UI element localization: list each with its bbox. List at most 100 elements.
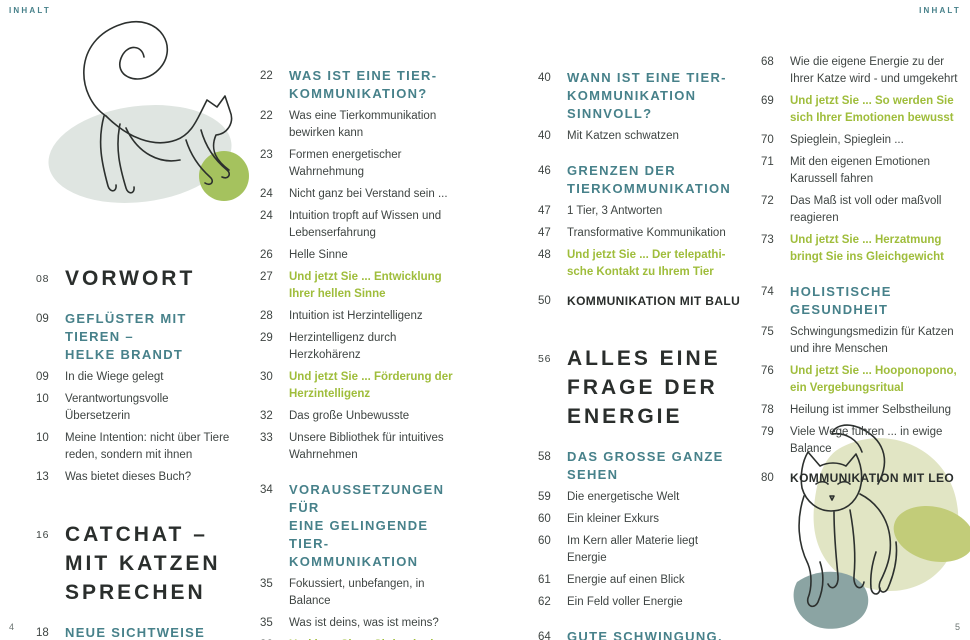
entry-title: Energie auf einen Blick <box>567 574 685 586</box>
entry-page-number: 33 <box>260 432 273 444</box>
entry-page-number: 16 <box>36 529 50 541</box>
entry-page-number: 23 <box>260 149 273 161</box>
entry-title: Und jetzt Sie ... Förderung der Herzinte… <box>289 371 453 400</box>
toc-entry: 22 Was eine Tierkommunikation bewirken ka… <box>260 108 470 142</box>
entry-page-number: 80 <box>761 472 774 484</box>
toc-entry: 61 Energie auf einen Blick <box>538 572 750 589</box>
entry-title: Nicht ganz bei Verstand sein ... <box>289 188 448 200</box>
entry-title: GUTE SCHWINGUNG, SCHLECHTE SCHWINGUNG <box>567 629 723 640</box>
entry-page-number: 78 <box>761 404 774 416</box>
toc-entry: 40 Mit Katzen schwatzen <box>538 128 750 145</box>
entry-title: CATCHAT – MIT KATZEN SPRECHEN <box>65 523 221 604</box>
toc-entry: 79 Viele Wege führen ... in ewige Balance <box>761 424 967 458</box>
toc-entry: 76 Und jetzt Sie ... Hooponopono, ein Ver… <box>761 363 967 397</box>
entry-page-number: 09 <box>36 371 49 383</box>
toc-entry: 59 Die energetische Welt <box>538 489 750 506</box>
toc-entry: 56 ALLES EINE FRAGE DER ENERGIE <box>538 344 750 431</box>
entry-page-number: 62 <box>538 596 551 608</box>
toc-entry: 47 1 Tier, 3 Antworten <box>538 203 750 220</box>
toc-entry: 32 Das große Unbewusste <box>260 408 470 425</box>
toc-entry: 64 GUTE SCHWINGUNG, SCHLECHTE SCHWINGUNG <box>538 628 750 640</box>
toc-entry: 75 Schwingungsmedizin für Katzen und ihre… <box>761 324 967 358</box>
toc-entry: 30 Und jetzt Sie ... Förderung der Herzin… <box>260 369 470 403</box>
entry-title: Viele Wege führen ... in ewige Balance <box>790 426 943 455</box>
entry-title: Und jetzt Sie ... Herzatmung bringt Sie … <box>790 234 944 263</box>
entry-title: Transformative Kommunikation <box>567 227 726 239</box>
toc-entry: 70 Spieglein, Spieglein ... <box>761 132 967 149</box>
entry-page-number: 27 <box>260 271 273 283</box>
entry-title: Intuition tropft auf Wissen und Lebenser… <box>289 210 442 239</box>
toc-entry: 62 Ein Feld voller Energie <box>538 594 750 611</box>
entry-page-number: 10 <box>36 432 49 444</box>
toc-entry: 22 WAS IST EINE TIER- KOMMUNIKATION? <box>260 67 470 103</box>
entry-page-number: 75 <box>761 326 774 338</box>
toc-entry: 35 Was ist deins, was ist meins? <box>260 615 470 632</box>
entry-title: Was eine Tierkommunikation bewirken kann <box>289 110 437 139</box>
stretching-cat-illustration <box>28 4 260 235</box>
entry-title: Mit Katzen schwatzen <box>567 130 679 142</box>
toc-entry: 58 DAS GROSSE GANZE SEHEN <box>538 448 750 484</box>
entry-page-number: 48 <box>538 249 551 261</box>
entry-title: Mit den eigenen Emotionen Karussell fahr… <box>790 156 931 185</box>
toc-entry: 46 GRENZEN DER TIERKOMMUNIKATION <box>538 162 750 198</box>
toc-entry: 68 Wie die eigene Energie zu der Ihrer Ka… <box>761 54 967 88</box>
toc-entry: 09 GEFLÜSTER MIT TIEREN – HELKE BRANDT <box>36 310 236 364</box>
entry-title: Und jetzt Sie ... Hooponopono, ein Verge… <box>790 365 957 394</box>
entry-title: WANN IST EINE TIER- KOMMUNIKATION SINNVO… <box>567 70 727 121</box>
toc-entry: 13 Was bietet dieses Buch? <box>36 469 236 486</box>
entry-title: KOMMUNIKATION MIT LEO <box>790 471 955 485</box>
entry-title: NEUE SICHTWEISE DURCH PERSPEKTIV- WECHSE… <box>65 625 206 640</box>
entry-title: Fokussiert, unbefangen, in Balance <box>289 578 425 607</box>
toc-entry: 08 VORWORT <box>36 264 236 293</box>
entry-page-number: 73 <box>761 234 774 246</box>
entry-page-number: 22 <box>260 110 273 122</box>
toc-entry: 10 Meine Intention: nicht über Tiere rede… <box>36 430 236 464</box>
toc-entry: 26 Helle Sinne <box>260 247 470 264</box>
entry-page-number: 76 <box>761 365 774 377</box>
toc-column-3: 40 WANN IST EINE TIER- KOMMUNIKATION SINN… <box>538 52 750 640</box>
toc-entry: 28 Intuition ist Herzintelligenz <box>260 308 470 325</box>
entry-page-number: 22 <box>260 70 273 82</box>
entry-page-number: 56 <box>538 353 552 365</box>
entry-page-number: 69 <box>761 95 774 107</box>
entry-title: Wie die eigene Energie zu der Ihrer Katz… <box>790 56 958 85</box>
entry-page-number: 09 <box>36 313 49 325</box>
toc-column-2: 22 WAS IST EINE TIER- KOMMUNIKATION? 22 Was… <box>260 50 470 640</box>
entry-page-number: 32 <box>260 410 273 422</box>
entry-page-number: 61 <box>538 574 551 586</box>
entry-title: Und jetzt Sie ... Der telepathi- sche Ko… <box>567 249 726 278</box>
entry-title: KOMMUNIKATION MIT BALU <box>567 294 741 308</box>
entry-title: Verantwortungsvolle Übersetzerin <box>65 393 169 422</box>
toc-entry: 34 VORAUSSETZUNGEN FÜR EINE GELINGENDE TI… <box>260 481 470 571</box>
toc-entry: 60 Im Kern aller Materie liegt Energie <box>538 533 750 567</box>
entry-title: VORWORT <box>65 267 196 290</box>
entry-title: Das Maß ist voll oder maßvoll reagieren <box>790 195 942 224</box>
entry-title: Heilung ist immer Selbstheilung <box>790 404 952 416</box>
entry-page-number: 24 <box>260 188 273 200</box>
toc-entry: 27 Und jetzt Sie ... Entwicklung Ihrer he… <box>260 269 470 303</box>
entry-page-number: 40 <box>538 130 551 142</box>
entry-page-number: 70 <box>761 134 774 146</box>
entry-title: Das große Unbewusste <box>289 410 410 422</box>
entry-title: In die Wiege gelegt <box>65 371 164 383</box>
entry-title: Helle Sinne <box>289 249 348 261</box>
entry-title: Und jetzt Sie ... So werden Sie sich Ihr… <box>790 95 954 124</box>
toc-entry: 40 WANN IST EINE TIER- KOMMUNIKATION SINN… <box>538 69 750 123</box>
entry-page-number: 60 <box>538 513 551 525</box>
page-number-left: 4 <box>9 622 15 632</box>
toc-column-1: 08 VORWORT 09 GEFLÜSTER MIT TIEREN – HELKE … <box>36 230 236 640</box>
entry-page-number: 28 <box>260 310 273 322</box>
entry-page-number: 10 <box>36 393 49 405</box>
entry-page-number: 68 <box>761 56 774 68</box>
entry-page-number: 34 <box>260 484 273 496</box>
toc-entry: 73 Und jetzt Sie ... Herzatmung bringt Si… <box>761 232 967 266</box>
entry-page-number: 18 <box>36 627 49 639</box>
toc-entry: 35 Fokussiert, unbefangen, in Balance <box>260 576 470 610</box>
toc-entry: 24 Intuition tropft auf Wissen und Lebens… <box>260 208 470 242</box>
entry-page-number: 71 <box>761 156 774 168</box>
entry-title: Ein kleiner Exkurs <box>567 513 660 525</box>
entry-page-number: 13 <box>36 471 49 483</box>
entry-page-number: 46 <box>538 165 551 177</box>
toc-entry: 16 CATCHAT – MIT KATZEN SPRECHEN <box>36 520 236 607</box>
